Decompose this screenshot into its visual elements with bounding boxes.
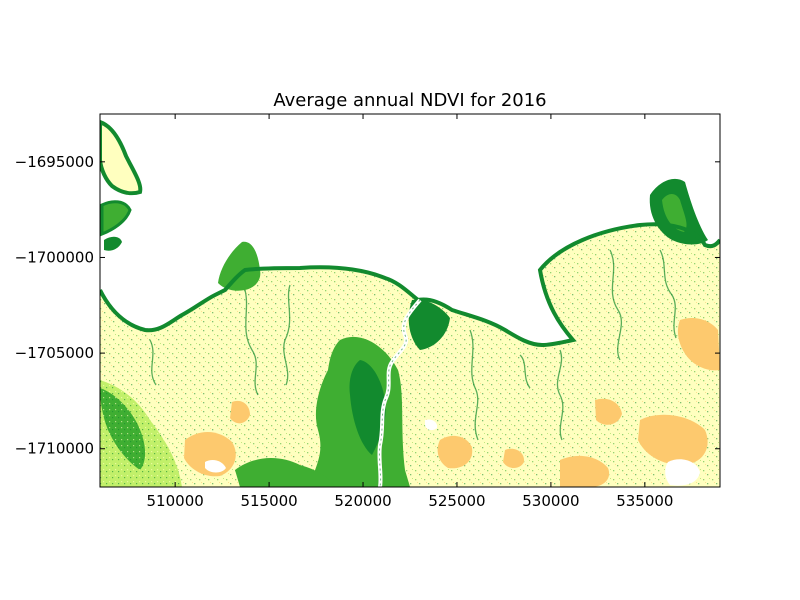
upper-islands	[100, 119, 143, 196]
x-tick-label: 530000	[522, 492, 579, 510]
white-gap-2	[665, 459, 700, 486]
y-tick-label: −1705000	[15, 344, 94, 362]
river-outline	[378, 299, 421, 487]
land-noise	[100, 224, 720, 487]
plot-frame	[99, 113, 721, 488]
x-tick-label: 510000	[147, 492, 204, 510]
ne-island-inner	[662, 194, 687, 232]
x-tick-label: 535000	[616, 492, 673, 510]
y-tick-label: −1710000	[15, 440, 94, 458]
chart-title: Average annual NDVI for 2016	[273, 90, 546, 111]
y-axis: −1695000 −1700000 −1705000 −1710000	[15, 153, 720, 458]
upper-islet	[100, 200, 132, 237]
y-tick-label: −1695000	[15, 153, 94, 171]
east-bank-vegetation	[408, 299, 450, 350]
sandy-patch-2	[230, 400, 250, 424]
channel-7	[149, 339, 157, 386]
sandy-patch-8	[503, 448, 525, 468]
white-gap-1	[205, 460, 226, 473]
channel-8	[519, 354, 531, 389]
x-tick-label: 520000	[334, 492, 391, 510]
x-tick-label: 515000	[240, 492, 297, 510]
white-gap-3	[425, 419, 438, 431]
channel-6	[659, 249, 677, 339]
channel-1	[244, 289, 259, 396]
channel-3	[469, 329, 479, 441]
ndvi-raster	[100, 114, 720, 487]
dense-vegetation-patch	[349, 360, 386, 455]
channel-5	[609, 249, 623, 361]
sandy-patch-5	[638, 414, 708, 466]
sandy-patch-7	[595, 398, 622, 425]
sw-vegetation-noise	[100, 380, 182, 487]
coastline	[100, 222, 720, 348]
peninsula-green	[218, 241, 261, 291]
sandy-patch-6	[677, 318, 720, 371]
upper-islet-2	[104, 236, 122, 251]
sandy-patch-4	[560, 455, 610, 487]
x-axis: 510000 515000 520000 525000 530000 535000	[147, 114, 673, 510]
x-tick-label: 525000	[428, 492, 485, 510]
channel-2	[283, 284, 291, 386]
sandy-patch-3	[437, 435, 473, 469]
channel-4	[556, 349, 564, 441]
south-vegetation	[235, 458, 335, 487]
y-tick-label: −1700000	[15, 248, 94, 266]
